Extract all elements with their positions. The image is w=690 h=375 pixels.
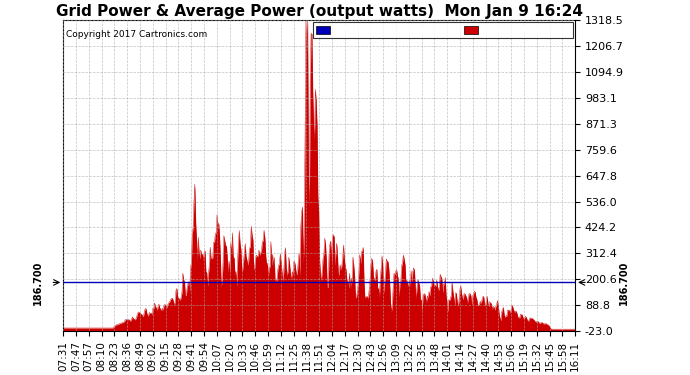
Text: 186.700: 186.700	[619, 260, 629, 305]
Text: Copyright 2017 Cartronics.com: Copyright 2017 Cartronics.com	[66, 30, 207, 39]
Title: Grid Power & Average Power (output watts)  Mon Jan 9 16:24: Grid Power & Average Power (output watts…	[56, 4, 582, 19]
Legend: Average  (AC Watts), Grid  (AC Watts): Average (AC Watts), Grid (AC Watts)	[313, 22, 573, 38]
Text: 186.700: 186.700	[32, 260, 43, 305]
